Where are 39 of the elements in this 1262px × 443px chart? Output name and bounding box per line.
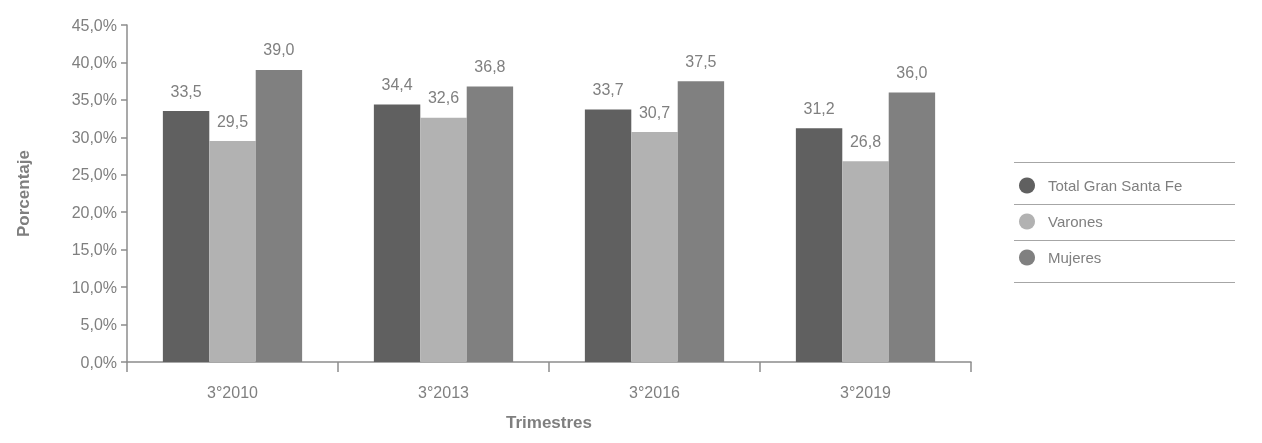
bar — [584, 109, 632, 362]
data-label: 30,7 — [638, 103, 671, 121]
data-label: 31,2 — [803, 99, 835, 117]
x-tick-label: 3°2013 — [418, 383, 470, 401]
y-tick-label: 15,0% — [71, 241, 117, 259]
y-tick-label: 10,0% — [71, 278, 117, 296]
bar — [795, 128, 843, 362]
data-label: 39,0 — [263, 41, 295, 59]
x-tick-label: 3°2010 — [207, 383, 259, 401]
data-label: 26,8 — [849, 132, 882, 150]
data-label: 29,5 — [216, 112, 249, 130]
x-tick-label: 3°2016 — [629, 383, 681, 401]
bar — [209, 141, 256, 362]
data-label: 36,8 — [474, 57, 506, 75]
bar — [162, 111, 210, 362]
data-label: 36,0 — [896, 63, 928, 81]
bar — [842, 161, 889, 362]
data-label: 37,5 — [685, 52, 717, 70]
y-tick-label: 20,0% — [71, 203, 117, 221]
y-tick-label: 35,0% — [71, 91, 117, 109]
legend-label: Varones — [1048, 213, 1103, 230]
bar — [373, 104, 421, 362]
x-axis-title: Trimestres — [506, 413, 592, 432]
data-label: 32,6 — [427, 89, 460, 107]
y-axis-title: Porcentaje — [14, 150, 33, 237]
legend-label: Total Gran Santa Fe — [1048, 177, 1183, 194]
y-tick-label: 0,0% — [80, 353, 117, 371]
y-tick-label: 5,0% — [80, 316, 117, 334]
y-tick-label: 25,0% — [71, 166, 117, 184]
data-label: 33,7 — [592, 81, 624, 99]
bar — [420, 117, 467, 362]
bar — [631, 132, 678, 362]
x-tick-label: 3°2019 — [840, 383, 892, 401]
y-tick-label: 45,0% — [71, 16, 117, 34]
y-tick-label: 30,0% — [71, 128, 117, 146]
legend-label: Mujeres — [1048, 249, 1102, 266]
y-tick-label: 40,0% — [71, 53, 117, 71]
data-label: 34,4 — [381, 75, 413, 93]
data-label: 33,5 — [170, 82, 202, 100]
